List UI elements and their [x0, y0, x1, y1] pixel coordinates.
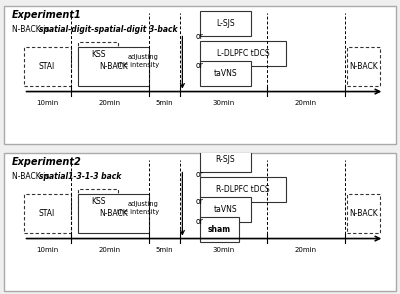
- FancyBboxPatch shape: [200, 217, 239, 242]
- FancyBboxPatch shape: [24, 47, 71, 86]
- FancyBboxPatch shape: [78, 42, 118, 67]
- Text: L-SJS: L-SJS: [216, 19, 235, 28]
- Text: 20min: 20min: [295, 100, 317, 106]
- Text: 5min: 5min: [156, 100, 174, 106]
- Text: 20min: 20min: [295, 247, 317, 253]
- Text: or: or: [195, 218, 203, 226]
- Text: STAI: STAI: [39, 62, 55, 71]
- Text: L-DLPFC tDCS: L-DLPFC tDCS: [217, 49, 270, 58]
- Text: 10min: 10min: [36, 100, 58, 106]
- Text: taVNS: taVNS: [214, 205, 237, 214]
- FancyBboxPatch shape: [347, 194, 380, 233]
- Text: Experiment1: Experiment1: [12, 10, 82, 20]
- Text: spatial-digit-spatial-digit 3-back: spatial-digit-spatial-digit 3-back: [39, 25, 178, 34]
- FancyBboxPatch shape: [200, 147, 251, 172]
- Text: spatial1-3-1-3 back: spatial1-3-1-3 back: [39, 172, 122, 181]
- Text: KSS: KSS: [91, 50, 105, 59]
- Text: or: or: [195, 32, 203, 41]
- Text: 10min: 10min: [36, 247, 58, 253]
- Text: N-BACK: N-BACK: [99, 62, 128, 71]
- Text: STAI: STAI: [39, 209, 55, 218]
- FancyBboxPatch shape: [200, 61, 251, 86]
- Text: sham: sham: [208, 225, 231, 234]
- Text: or: or: [195, 198, 203, 206]
- Text: taVNS: taVNS: [214, 69, 237, 78]
- Text: KSS: KSS: [91, 197, 105, 206]
- FancyBboxPatch shape: [200, 177, 286, 202]
- Text: R-SJS: R-SJS: [216, 155, 235, 164]
- Text: N-BACK: N-BACK: [349, 209, 378, 218]
- Text: adjusting
the intensity: adjusting the intensity: [117, 201, 159, 215]
- FancyBboxPatch shape: [200, 41, 286, 66]
- Text: 5min: 5min: [156, 247, 174, 253]
- Text: adjusting
the intensity: adjusting the intensity: [117, 54, 159, 68]
- FancyBboxPatch shape: [200, 11, 251, 36]
- Text: N-BACK is: N-BACK is: [12, 172, 52, 181]
- FancyBboxPatch shape: [24, 194, 71, 233]
- FancyBboxPatch shape: [78, 194, 149, 233]
- FancyBboxPatch shape: [200, 197, 251, 222]
- Text: or: or: [195, 171, 203, 180]
- Text: N-BACK: N-BACK: [349, 62, 378, 71]
- Text: Experiment2: Experiment2: [12, 157, 82, 167]
- Text: N-BACK: N-BACK: [99, 209, 128, 218]
- Text: R-DLPFC tDCS: R-DLPFC tDCS: [216, 185, 270, 194]
- FancyBboxPatch shape: [347, 47, 380, 86]
- FancyBboxPatch shape: [78, 189, 118, 214]
- FancyBboxPatch shape: [78, 47, 149, 86]
- Text: 30min: 30min: [212, 100, 235, 106]
- Text: or: or: [195, 61, 203, 71]
- Text: 30min: 30min: [212, 247, 235, 253]
- Text: 20min: 20min: [99, 247, 121, 253]
- Text: N-BACK is: N-BACK is: [12, 25, 52, 34]
- Text: 20min: 20min: [99, 100, 121, 106]
